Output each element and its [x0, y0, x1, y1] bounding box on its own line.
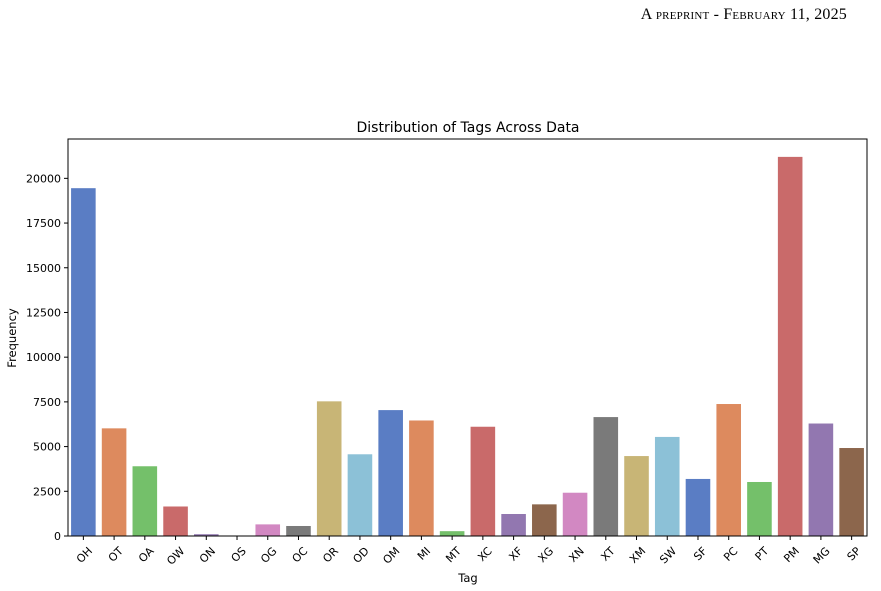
- x-tick-label-xm: XM: [627, 545, 648, 566]
- x-tick-label-sp: SP: [845, 544, 864, 563]
- x-tick-label-oa: OA: [136, 544, 157, 565]
- x-tick-label-mg: MG: [811, 545, 833, 567]
- y-axis-label: Frequency: [5, 308, 19, 368]
- bar-om: [378, 410, 403, 536]
- bar-oa: [132, 466, 158, 536]
- x-tick-label-xf: XF: [506, 545, 525, 564]
- bar-mt: [439, 531, 465, 536]
- y-tick-label: 7500: [33, 396, 61, 409]
- bar-sw: [654, 436, 680, 536]
- bar-xg: [532, 504, 557, 536]
- x-tick-label-oc: OC: [290, 544, 311, 565]
- bar-pt: [747, 481, 772, 536]
- x-tick-label-pt: PT: [753, 544, 772, 563]
- x-tick-label-on: ON: [197, 545, 218, 566]
- bar-mi: [409, 420, 434, 536]
- bar-ow: [163, 506, 188, 536]
- bar-pc: [716, 404, 741, 536]
- bar-od: [347, 454, 373, 536]
- bar-xc: [470, 426, 496, 536]
- chart-title: Distribution of Tags Across Data: [356, 120, 579, 136]
- y-tick-label: 17500: [26, 217, 61, 230]
- x-tick-label-os: OS: [229, 545, 249, 565]
- bar-xf: [501, 514, 526, 536]
- bar-xt: [593, 417, 619, 536]
- bar-oh: [71, 188, 96, 536]
- y-tick-label: 15000: [26, 262, 61, 275]
- bar-on: [194, 534, 219, 536]
- bar-pm: [777, 156, 803, 536]
- y-tick-label: 0: [54, 530, 61, 543]
- x-tick-label-xt: XT: [598, 544, 617, 563]
- x-tick-label-ot: OT: [106, 544, 126, 564]
- y-tick-label: 20000: [26, 172, 61, 185]
- x-tick-label-pc: PC: [721, 544, 741, 564]
- x-tick-label-od: OD: [350, 545, 371, 566]
- x-tick-label-oh: OH: [74, 545, 95, 566]
- y-tick-label: 12500: [26, 306, 61, 319]
- x-tick-label-mi: MI: [415, 545, 433, 563]
- x-tick-label-om: OM: [380, 545, 402, 567]
- x-tick-label-sw: SW: [657, 544, 679, 566]
- x-tick-label-xn: XN: [566, 545, 586, 565]
- bar-sf: [685, 478, 711, 536]
- bar-sp: [839, 448, 864, 536]
- y-tick-label: 10000: [26, 351, 61, 364]
- x-tick-label-mt: MT: [443, 544, 464, 565]
- x-tick-label-or: OR: [320, 544, 341, 565]
- x-tick-label-pm: PM: [781, 545, 802, 566]
- x-tick-label-og: OG: [258, 545, 279, 566]
- y-tick-label: 5000: [33, 441, 61, 454]
- running-head: A preprint - February 11, 2025: [640, 6, 847, 23]
- x-tick-label-xc: XC: [475, 544, 495, 564]
- bar-og: [255, 524, 281, 536]
- bar-ot: [101, 428, 127, 536]
- y-tick-label: 2500: [33, 485, 61, 498]
- bar-or: [316, 401, 342, 536]
- bar-xn: [562, 492, 588, 536]
- x-tick-label-xg: XG: [536, 545, 557, 566]
- bar-mg: [808, 423, 834, 536]
- bars-group: [71, 156, 864, 536]
- x-axis-label: Tag: [457, 571, 477, 585]
- x-axis: OH OT OA OW ON OS OG OC OR OD OM MI MT XC XF XG XN XT XM SW…: [74, 536, 864, 568]
- y-axis: 0 2500 5000 7500 10000 12500 15000 17500 20000: [26, 172, 68, 543]
- bar-xm: [624, 456, 649, 536]
- x-tick-label-ow: OW: [164, 545, 187, 568]
- plot-frame: [67, 138, 868, 537]
- bar-oc: [286, 525, 311, 536]
- x-tick-label-sf: SF: [691, 545, 710, 564]
